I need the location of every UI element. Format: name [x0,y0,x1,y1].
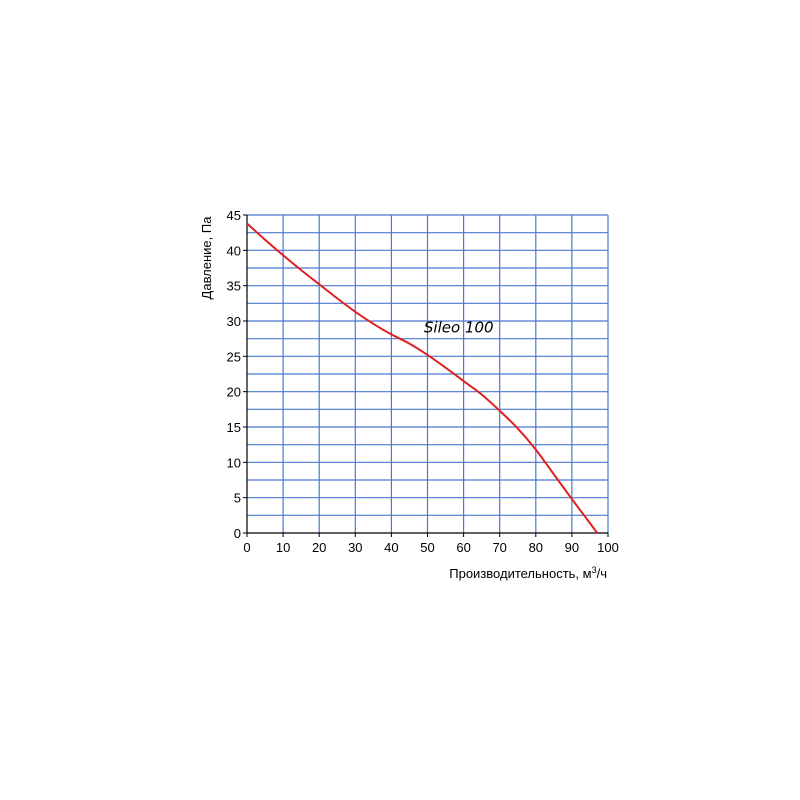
grid [247,214,609,533]
x-axis-label: Производительность, м3/ч [449,565,607,581]
tick-labels: 0 10 20 30 40 50 60 70 80 90 100 0 5 10 15 20 25 30 35 40 45 [227,208,619,555]
x-axis-label-main: Производительность, м [449,566,591,581]
series-layer [246,222,598,534]
x-tick-label-9: 90 [565,540,579,555]
x-axis-label-superscript: 3 [592,565,597,575]
y-tick-label-7: 35 [227,279,241,294]
x-tick-label-2: 20 [312,540,326,555]
y-tick-label-2: 10 [227,455,241,470]
x-tick-label-7: 70 [492,540,506,555]
y-tick-label-6: 30 [227,314,241,329]
series-annotation-label-0: Sileo 100 [424,318,494,336]
axes [243,214,609,537]
annotations: Sileo 100 [424,318,494,336]
x-tick-label-1: 10 [276,540,290,555]
y-tick-label-3: 15 [227,420,241,435]
y-axis-label: Давление, Па [199,216,214,300]
x-tick-label-0: 0 [243,540,250,555]
y-tick-label-1: 5 [234,491,241,506]
x-tick-label-6: 60 [456,540,470,555]
y-tick-label-9: 45 [227,208,241,223]
y-tick-label-5: 25 [227,349,241,364]
series-line-0 [246,222,598,534]
y-tick-label-8: 40 [227,243,241,258]
x-tick-label-5: 50 [420,540,434,555]
x-tick-label-4: 40 [384,540,398,555]
x-tick-label-10: 100 [597,540,619,555]
x-tick-label-8: 80 [529,540,543,555]
y-tick-label-0: 0 [234,526,241,541]
x-tick-label-3: 30 [348,540,362,555]
y-tick-label-4: 20 [227,385,241,400]
x-axis-label-tail: /ч [597,566,607,581]
